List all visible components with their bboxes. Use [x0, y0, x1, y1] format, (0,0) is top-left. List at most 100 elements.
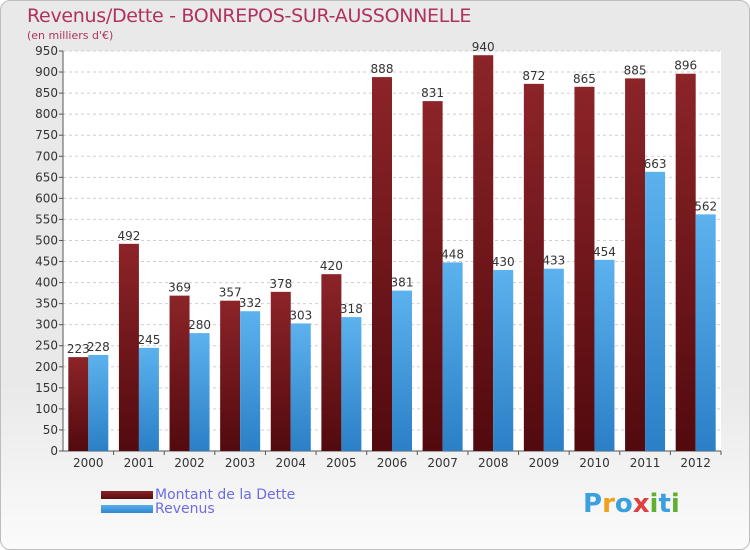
legend-swatch-revenue	[101, 505, 153, 513]
bar-revenue	[290, 323, 311, 451]
legend-label-debt: Montant de la Dette	[155, 487, 296, 503]
data-label-debt: 420	[320, 259, 343, 273]
bar-revenue	[645, 171, 666, 451]
y-tick-label: 850	[35, 86, 58, 100]
data-label-debt: 896	[674, 59, 697, 73]
y-tick-label: 350	[35, 297, 58, 311]
y-tick-label: 150	[35, 381, 58, 395]
data-label-revenue: 448	[441, 247, 464, 261]
data-label-revenue: 381	[391, 276, 414, 290]
y-tick-label: 100	[35, 402, 58, 416]
y-tick-label: 800	[35, 107, 58, 121]
bar-debt	[675, 73, 696, 451]
chart-title: Revenus/Dette - BONREPOS-SUR-AUSSONNELLE	[27, 5, 472, 27]
bar-revenue	[341, 317, 362, 451]
data-label-revenue: 303	[289, 308, 312, 322]
bar-revenue	[138, 347, 159, 451]
data-label-revenue: 454	[593, 245, 616, 259]
logo-letter: t	[658, 489, 671, 519]
bar-debt	[372, 77, 392, 452]
y-tick-label: 50	[43, 423, 58, 437]
data-label-debt: 378	[269, 277, 292, 291]
bar-revenue	[240, 311, 261, 451]
logo-letter: x	[632, 489, 650, 519]
y-tick-label: 200	[35, 360, 58, 374]
data-label-revenue: 430	[492, 255, 515, 269]
x-tick-label: 2010	[579, 456, 610, 470]
bar-debt	[169, 295, 190, 451]
bar-debt	[321, 274, 342, 451]
data-label-debt: 888	[371, 62, 394, 76]
y-tick-label: 450	[35, 255, 58, 269]
x-tick-label: 2002	[174, 456, 205, 470]
bar-debt	[270, 291, 291, 451]
bar-revenue	[392, 290, 412, 451]
x-tick-label: 2008	[478, 456, 509, 470]
logo-letter: r	[602, 489, 615, 519]
logo-letter: i	[649, 489, 659, 519]
bar-revenue	[189, 333, 210, 451]
data-label-debt: 865	[573, 72, 596, 86]
data-label-debt: 223	[67, 342, 90, 356]
bar-debt	[574, 86, 595, 451]
y-tick-label: 300	[35, 318, 58, 332]
legend-item-debt: Montant de la Dette	[101, 487, 295, 503]
data-label-revenue: 433	[542, 254, 565, 268]
y-tick-label: 0	[50, 444, 58, 458]
logo-letter: i	[670, 489, 680, 519]
data-label-revenue: 332	[239, 296, 262, 310]
logo-letter: o	[614, 489, 633, 519]
x-tick-label: 2001	[124, 456, 155, 470]
y-tick-label: 950	[35, 44, 58, 58]
data-label-debt: 492	[117, 229, 140, 243]
data-label-debt: 885	[624, 63, 647, 77]
x-tick-label: 2007	[427, 456, 458, 470]
bar-debt	[422, 101, 443, 452]
y-tick-label: 250	[35, 339, 58, 353]
bar-revenue	[543, 268, 564, 451]
x-tick-label: 2005	[326, 456, 357, 470]
x-tick-label: 2000	[73, 456, 104, 470]
legend-label-revenue: Revenus	[155, 501, 215, 517]
data-label-revenue: 280	[188, 318, 211, 332]
x-tick-label: 2006	[377, 456, 408, 470]
bar-revenue	[442, 262, 463, 451]
bar-revenue	[695, 214, 716, 451]
data-label-debt: 357	[219, 286, 242, 300]
data-label-debt: 831	[421, 86, 444, 100]
x-tick-label: 2012	[680, 456, 711, 470]
data-label-revenue: 663	[644, 157, 667, 171]
legend-swatch-debt	[101, 491, 153, 499]
y-tick-label: 550	[35, 212, 58, 226]
x-tick-label: 2004	[275, 456, 306, 470]
bar-revenue	[493, 269, 514, 451]
bar-debt	[625, 78, 646, 452]
y-tick-label: 650	[35, 170, 58, 184]
logo-letter: P	[583, 489, 603, 519]
y-tick-label: 400	[35, 276, 58, 290]
bar-debt	[68, 357, 89, 451]
data-label-revenue: 562	[694, 199, 717, 213]
data-label-debt: 369	[168, 281, 191, 295]
y-tick-label: 700	[35, 149, 58, 163]
x-tick-label: 2011	[630, 456, 661, 470]
legend-item-revenue: Revenus	[101, 501, 215, 517]
proxiti-logo: Proxiti	[583, 489, 680, 519]
x-tick-label: 2009	[529, 456, 560, 470]
y-tick-label: 600	[35, 191, 58, 205]
data-label-revenue: 228	[87, 340, 110, 354]
y-tick-label: 750	[35, 128, 58, 142]
x-tick-label: 2003	[225, 456, 256, 470]
y-tick-label: 900	[35, 65, 58, 79]
data-label-debt: 872	[522, 69, 545, 83]
data-label-revenue: 245	[137, 333, 160, 347]
y-tick-label: 500	[35, 233, 58, 247]
chart-subtitle: (en milliers d'€)	[27, 29, 114, 42]
bar-debt	[523, 83, 544, 451]
bar-revenue	[594, 259, 615, 451]
bar-debt	[118, 243, 139, 451]
bar-debt	[473, 55, 494, 452]
bar-revenue	[88, 355, 109, 451]
